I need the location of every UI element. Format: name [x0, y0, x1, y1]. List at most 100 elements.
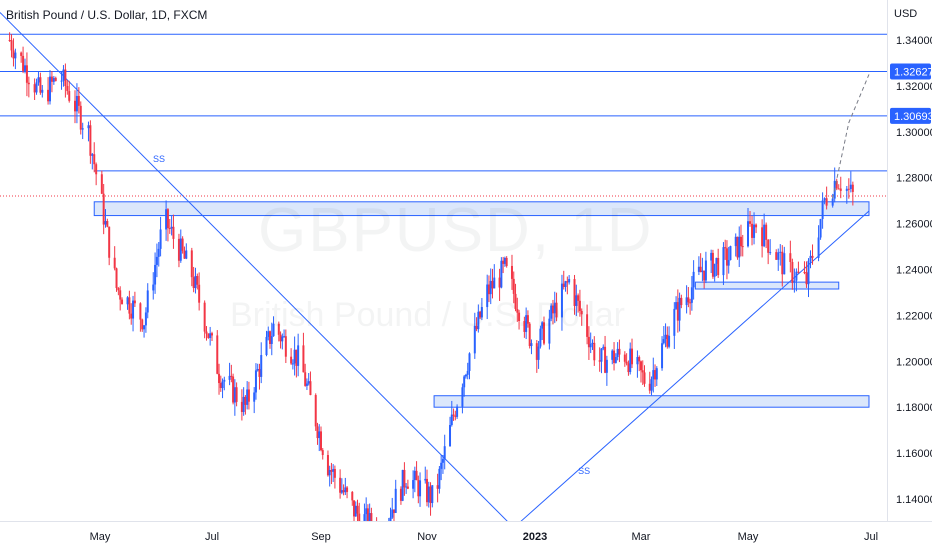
candle-body: [641, 370, 644, 373]
candle-body: [424, 478, 427, 481]
candle-body: [8, 40, 11, 41]
candle-body: [440, 462, 443, 469]
candle-body: [803, 271, 806, 273]
candle-body: [655, 368, 658, 380]
candle-body: [269, 331, 272, 344]
candle-body: [207, 333, 210, 338]
candle-body: [60, 80, 63, 82]
candle-body: [216, 335, 219, 374]
candle-body: [662, 338, 665, 344]
price-tick-label: 1.14000: [896, 494, 932, 506]
candle-body: [91, 154, 94, 156]
candle-body: [392, 509, 395, 513]
candle-body: [12, 50, 15, 59]
candle-body: [604, 346, 607, 373]
candle-body: [320, 431, 322, 451]
candle-body: [523, 320, 526, 332]
time-tick-label: Jul: [864, 531, 878, 543]
candle-body: [710, 252, 713, 261]
support-resistance-zone[interactable]: [433, 395, 870, 408]
candle-body: [831, 198, 834, 206]
candle-body: [309, 381, 312, 396]
candle-body: [115, 268, 118, 289]
candle-body: [354, 505, 357, 517]
candle-body: [121, 299, 124, 305]
candle-body: [205, 331, 208, 334]
projection-path[interactable]: [832, 74, 870, 199]
time-tick-label: Jul: [205, 531, 219, 543]
candle-body: [95, 164, 98, 175]
candle-body: [600, 348, 603, 362]
candle-body: [47, 89, 50, 102]
candle-body: [652, 370, 655, 380]
candle-body: [265, 336, 268, 356]
candle-body: [518, 312, 521, 321]
support-resistance-zone[interactable]: [93, 201, 870, 217]
candle-body: [194, 276, 197, 289]
candle-body: [689, 302, 692, 304]
candle-body: [486, 284, 489, 308]
candle-body: [256, 369, 259, 371]
candle-body: [291, 363, 294, 365]
candle-body: [441, 459, 444, 463]
candle-body: [629, 348, 632, 373]
candle-body: [370, 513, 373, 529]
candle-body: [62, 69, 65, 81]
candle-body: [805, 272, 808, 285]
candle-body: [346, 487, 349, 492]
candle-body: [394, 488, 397, 513]
candle-body: [449, 425, 452, 447]
candle-body: [157, 248, 160, 257]
candle-body: [765, 224, 768, 240]
candle-body: [401, 469, 404, 501]
candle-body: [429, 486, 432, 504]
trendline[interactable]: [0, 12, 515, 529]
candle-body: [139, 303, 142, 320]
candle-body: [272, 323, 275, 337]
candle-body: [542, 322, 545, 344]
candle-body: [77, 95, 80, 106]
candle-body: [489, 280, 492, 295]
candle-body: [525, 315, 528, 332]
price-axis[interactable]: [888, 0, 932, 550]
candle-body: [690, 287, 693, 303]
candle-body: [419, 480, 422, 497]
candle-body: [673, 308, 676, 336]
candle-body: [170, 226, 173, 229]
candle-body: [74, 100, 76, 112]
candle-body: [502, 260, 505, 264]
candle-body: [93, 154, 96, 165]
candle-body: [468, 353, 471, 371]
candle-body: [795, 271, 798, 281]
candle-body: [304, 372, 307, 386]
candle-body: [711, 252, 714, 277]
candle-body: [279, 334, 282, 342]
candle-body: [734, 236, 737, 247]
candle-body: [605, 359, 608, 373]
time-tick-label: Sep: [311, 531, 331, 543]
time-tick-label: Mar: [632, 531, 651, 543]
candle-body: [643, 372, 646, 384]
time-tick-label: May: [738, 531, 759, 543]
candle-body: [102, 193, 105, 225]
time-tick-label: 2023: [523, 531, 547, 543]
time-tick-label: Nov: [417, 531, 437, 543]
time-axis[interactable]: [0, 522, 932, 550]
candle-body: [636, 357, 639, 365]
candle-body: [717, 257, 720, 276]
candle-body: [183, 250, 186, 259]
candle-body: [68, 91, 71, 101]
candle-body: [789, 253, 792, 263]
support-resistance-zone[interactable]: [694, 281, 840, 290]
candle-body: [254, 370, 257, 393]
candle-body: [52, 77, 55, 82]
candle-body: [10, 40, 13, 51]
candle-body: [295, 349, 298, 366]
candle-body: [240, 401, 243, 412]
candle-body: [562, 283, 565, 287]
trendline[interactable]: [513, 210, 870, 529]
candle-body: [146, 290, 149, 313]
candle-body: [436, 485, 439, 489]
candle-body: [344, 487, 347, 493]
